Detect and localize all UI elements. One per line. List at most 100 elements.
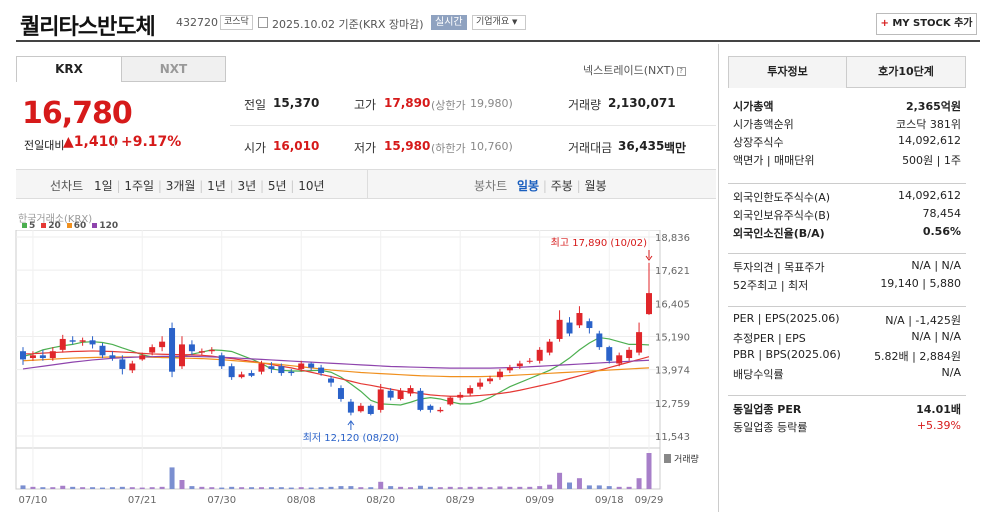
stats-divider — [230, 125, 716, 126]
candle — [169, 328, 176, 372]
candle — [268, 366, 275, 369]
volume-bar — [219, 487, 225, 489]
info-label: 52주최고 | 최저 — [733, 279, 809, 292]
tab-krx[interactable]: KRX — [16, 56, 122, 82]
info-label: 외국인보유주식수(B) — [733, 209, 831, 222]
up-triangle-icon: ▲ — [63, 134, 74, 150]
overview-button[interactable]: 기업개요 ▼ — [472, 15, 526, 30]
volume-bar — [239, 487, 245, 489]
candle — [367, 405, 374, 414]
volume-bar — [70, 486, 76, 489]
volume-bar — [189, 486, 195, 489]
period-tab[interactable]: 10년 — [298, 179, 325, 193]
upper-value: 19,980) — [470, 97, 513, 110]
tab-nxt[interactable]: NXT — [121, 56, 226, 82]
volume-bar — [40, 487, 46, 489]
candle — [149, 347, 156, 353]
volume-bar — [547, 484, 553, 489]
tab-invest-info[interactable]: 투자정보 — [728, 56, 847, 88]
info-value: 500원 | 1주 — [902, 154, 961, 167]
info-row: 시가총액순위 코스닥 381위 — [733, 116, 961, 134]
legend-label: 20 — [48, 221, 61, 231]
plus-icon: + — [880, 18, 889, 29]
section-divider — [728, 253, 966, 254]
info-label: 투자의견 | 목표주가 — [733, 261, 825, 274]
ma-120-line — [22, 355, 650, 370]
candle — [20, 351, 26, 360]
change-amount: 1,410 — [73, 134, 119, 150]
info-label: 시가총액 — [733, 100, 774, 113]
volume-bar — [447, 486, 453, 489]
candle — [596, 333, 603, 348]
candle — [437, 409, 444, 412]
help-icon: ? — [676, 66, 686, 76]
candle — [536, 349, 543, 361]
divider — [367, 170, 368, 198]
period-tab[interactable]: 1주일 — [124, 179, 155, 193]
volume-bar — [348, 486, 354, 489]
volume-bar — [626, 486, 632, 489]
volume-bar — [378, 481, 384, 489]
candle — [278, 366, 285, 374]
stock-name: 퀄리타스반도체 — [20, 15, 156, 40]
candle — [248, 373, 255, 376]
candle-period-tab[interactable]: 월봉 — [584, 179, 607, 193]
amount-value: 36,435 — [618, 139, 665, 153]
legend-label: 60 — [73, 221, 87, 231]
info-value: 14,092,612 — [898, 189, 961, 202]
info-row: 배당수익률 N/A — [733, 366, 961, 384]
period-tab[interactable]: 5년 — [267, 179, 287, 193]
info-label: 외국인소진율(B/A) — [733, 227, 825, 240]
candle — [566, 322, 573, 334]
realtime-badge[interactable]: 실시간 — [431, 15, 467, 30]
candle — [467, 388, 474, 394]
candle — [447, 397, 454, 405]
volume-bar — [328, 486, 334, 489]
period-tab[interactable]: 1일 — [94, 179, 113, 193]
info-row: 액면가 | 매매단위 500원 | 1주 — [733, 152, 961, 170]
info-row: 외국인한도주식수(A) 14,092,612 — [733, 189, 961, 207]
candle — [188, 344, 195, 352]
high-value: 17,890 — [384, 96, 431, 110]
candle-period-tab[interactable]: 일봉 — [517, 179, 540, 193]
nextrade-link[interactable]: 넥스트레이드(NXT)? — [583, 62, 686, 78]
candle — [546, 341, 553, 353]
change-label: 전일대비 — [24, 139, 65, 152]
tab-hoga[interactable]: 호가10단계 — [846, 56, 966, 88]
candle — [208, 349, 215, 352]
mystock-button[interactable]: + MY STOCK 추가 — [876, 13, 977, 35]
candle — [357, 405, 364, 412]
stock-code: 432720 — [176, 16, 218, 29]
candle — [99, 345, 106, 356]
x-tick-label: 07/21 — [128, 495, 157, 506]
panel-divider — [718, 44, 719, 512]
candle — [59, 338, 66, 350]
info-label: 시가총액순위 — [733, 118, 794, 131]
candle-chart-label: 봉차트 — [474, 179, 508, 193]
period-tab[interactable]: 3개월 — [165, 179, 196, 193]
min-annotation: 최저 12,120 (08/20) — [303, 432, 399, 444]
candle — [526, 360, 533, 362]
candle — [417, 390, 424, 410]
info-row: 추정PER | EPS N/A | N/A — [733, 330, 961, 348]
section-divider — [728, 306, 966, 307]
info-value: 78,454 — [922, 207, 962, 220]
period-tabs: 1일 | 1주일 | 3개월 | 1년 | 3년 | 5년 | 10년 — [94, 177, 325, 194]
volume-bar — [457, 487, 463, 489]
candle — [258, 363, 265, 372]
volume-bar — [109, 487, 115, 489]
volume-bar — [368, 487, 374, 489]
volume-bar — [278, 487, 284, 489]
candle — [337, 388, 344, 399]
volume-bar — [646, 453, 652, 489]
volume-label: 거래량 — [674, 453, 699, 465]
amount-label: 거래대금 — [568, 141, 613, 155]
volume-bar — [288, 487, 294, 489]
period-tab[interactable]: 3년 — [237, 179, 257, 193]
period-tab[interactable]: 1년 — [207, 179, 226, 193]
candle-period-tab[interactable]: 주봉 — [550, 179, 573, 193]
price-chart[interactable]: 18,836 17,621 16,405 15,190 13,974 12,759 11,5… — [0, 230, 716, 512]
info-row: 52주최고 | 최저 19,140 | 5,880 — [733, 277, 961, 295]
candle — [387, 390, 394, 398]
info-value: 2,365억원 — [905, 100, 961, 113]
